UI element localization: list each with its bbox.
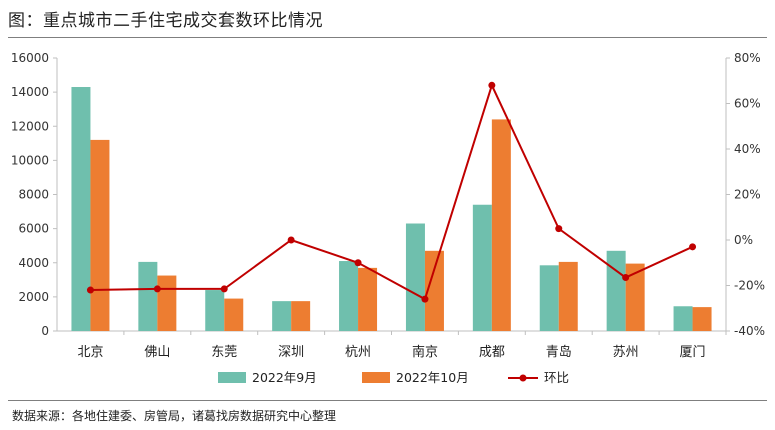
mom-point — [287, 236, 295, 244]
legend-label: 环比 — [544, 370, 569, 385]
source-note: 数据来源：各地住建委、房管局，诸葛找房数据研究中心整理 — [12, 409, 337, 423]
x-tick-label: 东莞 — [211, 345, 237, 360]
x-tick-label: 南京 — [412, 344, 438, 360]
left-tick-label: 4000 — [18, 256, 49, 270]
legend-marker — [519, 374, 527, 382]
left-tick-label: 12000 — [11, 119, 49, 133]
bar-oct — [291, 301, 311, 331]
right-tick-label: 80% — [734, 51, 761, 65]
mom-point — [220, 285, 228, 293]
x-tick-label: 苏州 — [613, 344, 639, 360]
bar-sep — [673, 306, 693, 331]
x-tick-label: 厦门 — [680, 345, 706, 360]
bar-sep — [472, 204, 492, 331]
bar-oct — [692, 307, 712, 331]
bar-oct — [90, 139, 110, 331]
legend-swatch — [218, 372, 246, 383]
bar-sep — [272, 301, 292, 331]
bar-sep — [539, 265, 559, 331]
legend-swatch — [362, 372, 390, 383]
left-tick-label: 2000 — [18, 290, 49, 304]
left-tick-label: 16000 — [11, 51, 49, 65]
chart-title: 图：重点城市二手住宅成交套数环比情况 — [8, 11, 323, 31]
left-tick-label: 6000 — [18, 222, 49, 236]
bars-layer — [71, 87, 712, 331]
x-tick-label: 成都 — [479, 345, 505, 360]
mom-point — [488, 81, 496, 89]
mom-point — [153, 285, 161, 293]
bar-oct — [491, 119, 511, 331]
bar-oct — [224, 298, 244, 331]
x-tick-label: 北京 — [77, 345, 103, 360]
x-tick-label: 深圳 — [278, 345, 304, 360]
bar-sep — [71, 87, 91, 331]
left-tick-label: 10000 — [11, 153, 49, 167]
mom-point — [421, 295, 429, 303]
bar-sep — [205, 290, 225, 331]
labels-layer: 0 2000 4000 6000 8000 10000 12000 14000 16000 -40… — [11, 51, 765, 360]
legend-label: 2022年10月 — [396, 370, 469, 385]
mom-point — [354, 259, 362, 267]
right-tick-label: -20% — [734, 279, 765, 293]
right-tick-label: 0% — [734, 233, 753, 247]
x-tick-label: 杭州 — [345, 345, 371, 360]
legend-label: 2022年9月 — [252, 370, 317, 385]
line-layer — [86, 81, 697, 303]
mom-point — [689, 243, 697, 251]
mom-point — [86, 286, 94, 294]
x-tick-label: 佛山 — [144, 345, 170, 360]
left-tick-label: 0 — [41, 324, 49, 338]
right-tick-label: 20% — [734, 188, 761, 202]
bar-sep — [138, 261, 158, 331]
right-tick-label: 60% — [734, 97, 761, 111]
bar-sep — [405, 223, 425, 331]
bar-oct — [625, 263, 645, 331]
bar-sep — [339, 261, 359, 331]
mom-point — [555, 225, 563, 233]
bar-oct — [157, 275, 177, 331]
left-tick-label: 8000 — [18, 188, 49, 202]
mom-point — [622, 274, 630, 282]
mom-line — [90, 82, 693, 301]
bar-oct — [424, 250, 444, 331]
right-tick-label: -40% — [734, 324, 765, 338]
bar-sep — [606, 250, 626, 331]
combo-chart: 0 2000 4000 6000 8000 10000 12000 14000 16000 -40… — [11, 51, 765, 385]
x-tick-label: 青岛 — [546, 344, 572, 360]
chart-legend: 2022年9月 2022年10月 环比 — [218, 370, 569, 385]
bar-oct — [558, 261, 578, 331]
left-tick-label: 14000 — [11, 85, 49, 99]
title-divider — [8, 37, 767, 38]
bar-oct — [358, 267, 378, 331]
right-tick-label: 40% — [734, 142, 761, 156]
source-divider — [8, 400, 767, 401]
